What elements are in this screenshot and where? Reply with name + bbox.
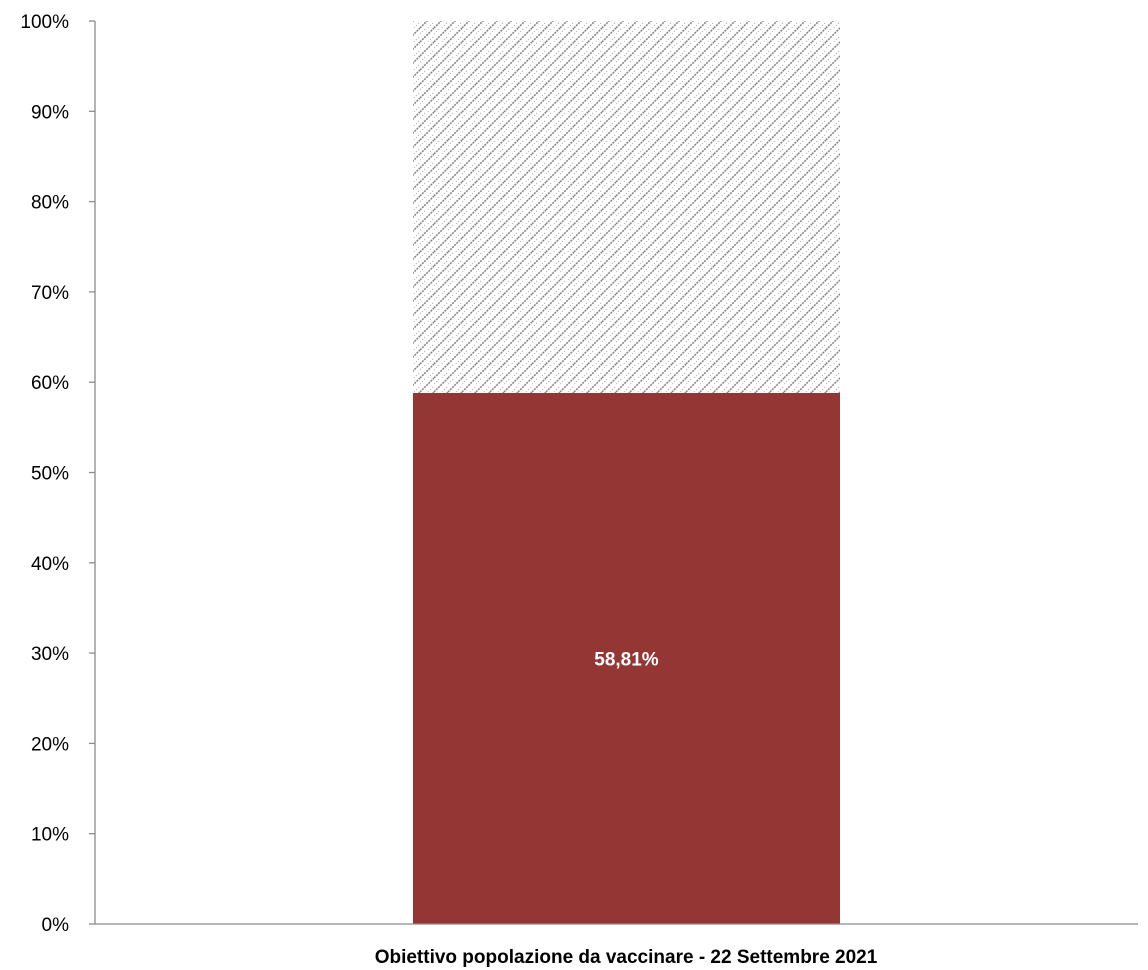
y-tick-label: 50% xyxy=(31,464,69,485)
bar-stack xyxy=(413,21,840,925)
y-tick-label: 10% xyxy=(31,825,69,846)
y-tick-label: 90% xyxy=(31,102,69,123)
y-tick-label: 30% xyxy=(31,644,69,665)
y-tick-label: 40% xyxy=(31,554,69,575)
y-tick-label: 60% xyxy=(31,373,69,394)
y-tick-label: 100% xyxy=(20,12,69,33)
y-tick-label: 0% xyxy=(42,915,70,936)
y-tick-label: 20% xyxy=(31,734,69,755)
bar-data-label: 58,81% xyxy=(594,649,659,670)
bar-segment-vaccinated xyxy=(413,392,840,925)
y-tick-label: 80% xyxy=(31,193,69,214)
bar-segment-remaining xyxy=(413,21,840,393)
y-tick-label: 70% xyxy=(31,283,69,304)
y-axis-tick-labels: 0% 10% 20% 30% 40% 50% 60% 70% 80% 90% 100% xyxy=(20,12,69,936)
category-label: Obiettivo popolazione da vaccinare - 22 … xyxy=(375,947,878,968)
y-axis-ticks xyxy=(89,20,95,925)
